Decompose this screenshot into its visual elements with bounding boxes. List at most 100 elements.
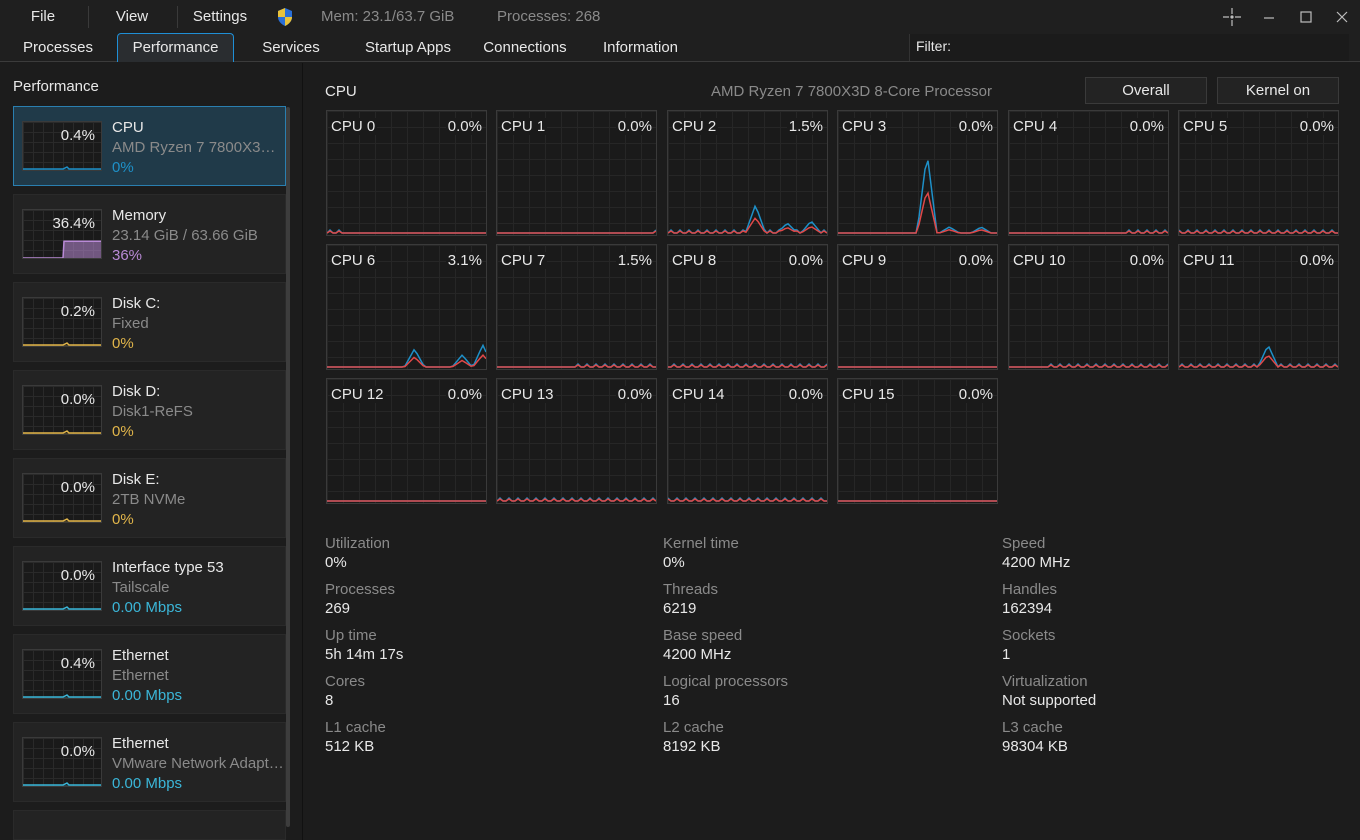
title-bar: File View Settings Mem: 23.1/63.7 GiB Pr… — [0, 0, 1360, 34]
kernel-usage-line — [1179, 355, 1338, 369]
stat-label: L1 cache — [325, 719, 386, 736]
cpu-core-graph[interactable]: CPU 3 0.0% — [837, 110, 998, 236]
minimize-icon[interactable] — [1251, 0, 1287, 34]
cpu-core-graph[interactable]: CPU 7 1.5% — [496, 244, 657, 370]
sidebar-scrollbar[interactable] — [286, 107, 290, 827]
device-value: 36% — [112, 247, 143, 264]
core-label: CPU 2 — [672, 118, 719, 135]
device-mini-graph — [22, 737, 102, 787]
device-usage-percent: 0.0% — [60, 391, 95, 408]
cpu-core-graph[interactable]: CPU 15 0.0% — [837, 378, 998, 504]
stat-label: Logical processors — [663, 673, 789, 690]
stat-label: Utilization — [325, 535, 391, 552]
core-usage-plot — [838, 366, 997, 368]
core-usage-plot — [1009, 228, 1168, 234]
stat-value: 6219 — [663, 600, 697, 617]
cpu-core-graph[interactable]: CPU 13 0.0% — [496, 378, 657, 504]
cpu-core-graph[interactable]: CPU 2 1.5% — [667, 110, 828, 236]
stat-value: 162394 — [1002, 600, 1053, 617]
kernel-toggle-button[interactable]: Kernel on — [1217, 77, 1339, 104]
file-menu[interactable]: File — [30, 8, 56, 25]
kernel-usage-line — [327, 230, 486, 234]
cpu-core-graph[interactable]: CPU 1 0.0% — [496, 110, 657, 236]
device-mini-graph — [22, 121, 102, 171]
stat-label: L2 cache — [663, 719, 724, 736]
filter-input[interactable] — [958, 36, 1338, 58]
core-usage-percent: 0.0% — [786, 252, 823, 269]
core-usage-percent: 0.0% — [1297, 118, 1334, 135]
device-subtitle: Ethernet — [112, 667, 169, 684]
device-value: 0% — [112, 423, 134, 440]
device-mini-graph — [22, 561, 102, 611]
core-label: CPU 3 — [842, 118, 889, 135]
maximize-icon[interactable] — [1288, 0, 1324, 34]
device-subtitle: Tailscale — [112, 579, 170, 596]
settings-menu[interactable]: Settings — [192, 8, 248, 25]
cpu-core-graph[interactable]: CPU 0 0.0% — [326, 110, 487, 236]
sidebar-device-item[interactable]: 0.4% Ethernet Ethernet 0.00 Mbps — [13, 634, 286, 714]
view-menu[interactable]: View — [115, 8, 149, 25]
tab-performance[interactable]: Performance — [117, 33, 234, 62]
cpu-core-graph[interactable]: CPU 9 0.0% — [837, 244, 998, 370]
core-label: CPU 9 — [842, 252, 889, 269]
sidebar-device-item[interactable]: 0.0% Interface type 53 Tailscale 0.00 Mbps — [13, 546, 286, 626]
sidebar: Performance 0.4% CPU AMD Ryzen 7 7800X3D 8… — [0, 63, 303, 840]
core-usage-percent: 0.0% — [615, 118, 652, 135]
tab-services[interactable]: Services — [262, 39, 320, 56]
cpu-core-graph[interactable]: CPU 8 0.0% — [667, 244, 828, 370]
tab-information[interactable]: Information — [602, 39, 679, 56]
core-label: CPU 0 — [331, 118, 378, 135]
crosshair-icon[interactable] — [1214, 0, 1250, 34]
sidebar-device-item[interactable]: 0.4% CPU AMD Ryzen 7 7800X3D 8-Core Proces… — [13, 106, 286, 186]
sidebar-device-item[interactable]: 0.0% Disk E: 2TB NVMe 0% — [13, 458, 286, 538]
device-name: Disk D: — [112, 383, 161, 400]
core-usage-plot — [838, 500, 997, 502]
core-label: CPU 12 — [331, 386, 386, 403]
device-subtitle: 2TB NVMe — [112, 491, 186, 508]
device-mini-graph — [22, 297, 102, 347]
sidebar-device-item-partial[interactable] — [13, 810, 286, 840]
kernel-usage-line — [497, 364, 656, 368]
sidebar-device-item[interactable]: 36.4% Memory 23.14 GiB / 63.66 GiB 36% — [13, 194, 286, 274]
menu-divider — [88, 6, 89, 28]
core-usage-plot — [1009, 362, 1168, 368]
device-value: 0.00 Mbps — [112, 599, 183, 616]
core-usage-percent: 0.0% — [615, 386, 652, 403]
cpu-core-graph[interactable]: CPU 4 0.0% — [1008, 110, 1169, 236]
device-usage-percent: 0.0% — [60, 743, 95, 760]
stat-value: 98304 KB — [1002, 738, 1068, 755]
sidebar-device-item[interactable]: 0.2% Disk C: Fixed 0% — [13, 282, 286, 362]
device-name: Ethernet — [112, 647, 169, 664]
stat-value: 1 — [1002, 646, 1011, 663]
memory-status: Mem: 23.1/63.7 GiB — [321, 8, 455, 25]
cpu-core-graph[interactable]: CPU 6 3.1% — [326, 244, 487, 370]
cpu-core-graph[interactable]: CPU 11 0.0% — [1178, 244, 1339, 370]
cpu-core-graph[interactable]: CPU 10 0.0% — [1008, 244, 1169, 370]
tab-startup-apps[interactable]: Startup Apps — [365, 39, 451, 56]
device-mini-graph — [22, 209, 102, 259]
stat-label: Handles — [1002, 581, 1058, 598]
device-subtitle: 23.14 GiB / 63.66 GiB — [112, 227, 258, 244]
cpu-core-graph[interactable]: CPU 14 0.0% — [667, 378, 828, 504]
kernel-usage-line — [668, 217, 827, 234]
kernel-usage-line — [497, 498, 656, 502]
core-label: CPU 5 — [1183, 118, 1230, 135]
core-usage-percent: 0.0% — [1127, 252, 1164, 269]
core-label: CPU 11 — [1183, 252, 1237, 269]
cpu-core-graph[interactable]: CPU 12 0.0% — [326, 378, 487, 504]
stat-label: Cores — [325, 673, 366, 690]
core-label: CPU 15 — [842, 386, 897, 403]
total-usage-line — [327, 343, 486, 368]
tab-connections[interactable]: Connections — [483, 39, 567, 56]
stat-value: 0% — [325, 554, 347, 571]
overall-button[interactable]: Overall — [1085, 77, 1207, 104]
close-icon[interactable] — [1324, 0, 1360, 34]
core-usage-percent: 1.5% — [786, 118, 823, 135]
core-usage-percent: 0.0% — [956, 386, 993, 403]
cpu-core-graph[interactable]: CPU 5 0.0% — [1178, 110, 1339, 236]
sidebar-device-item[interactable]: 0.0% Disk D: Disk1-ReFS 0% — [13, 370, 286, 450]
tab-processes[interactable]: Processes — [22, 39, 94, 56]
sidebar-device-item[interactable]: 0.0% Ethernet VMware Network Adapter VMnet… — [13, 722, 286, 802]
device-name: Disk C: — [112, 295, 161, 312]
device-name: Ethernet — [112, 735, 169, 752]
